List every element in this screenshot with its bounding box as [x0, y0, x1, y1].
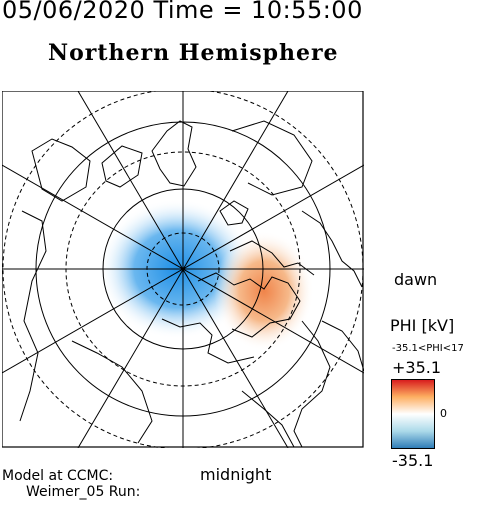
colorbar: [391, 379, 435, 449]
coastlines: [19, 120, 364, 448]
positive-potential-cell: [214, 231, 314, 351]
hemisphere-title: Northern Hemisphere: [48, 40, 339, 66]
polar-map: [2, 91, 364, 448]
colorbar-max-label: +35.1: [392, 358, 442, 377]
colorbar-range: -35.1<PHI<17: [392, 343, 464, 354]
colorbar-gradient: [391, 379, 435, 449]
polar-map-svg: [2, 91, 364, 448]
colorbar-min-label: -35.1: [392, 451, 434, 470]
date-time-title: 05/06/2020 Time = 10:55:00: [2, 0, 363, 24]
model-credit-line: Model at CCMC:: [2, 468, 114, 484]
colorbar-svg: [391, 379, 435, 449]
meridian-lines: [2, 91, 364, 448]
midnight-label: midnight: [200, 465, 272, 484]
dawn-label: dawn: [394, 270, 438, 289]
colorbar-zero-label: 0: [440, 407, 447, 420]
colorbar-title: PHI [kV]: [390, 316, 455, 335]
model-run-line: Weimer_05 Run:: [26, 484, 141, 500]
